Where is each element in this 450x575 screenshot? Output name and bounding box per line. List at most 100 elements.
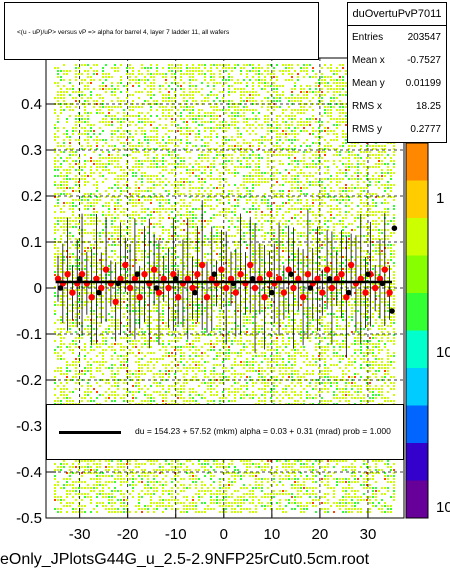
histogram-cell <box>117 358 119 360</box>
histogram-cell <box>189 151 191 153</box>
histogram-cell <box>183 325 185 327</box>
histogram-cell <box>120 76 122 78</box>
histogram-cell <box>75 124 77 126</box>
histogram-cell <box>138 349 140 351</box>
histogram-cell <box>117 67 119 69</box>
histogram-cell <box>168 199 170 201</box>
histogram-cell <box>63 211 65 213</box>
histogram-cell <box>153 358 155 360</box>
histogram-cell <box>96 211 98 213</box>
histogram-cell <box>180 223 182 225</box>
histogram-cell <box>78 481 80 483</box>
histogram-cell <box>150 97 152 99</box>
histogram-cell <box>90 337 92 339</box>
histogram-cell <box>123 511 125 513</box>
histogram-cell <box>204 127 206 129</box>
histogram-cell <box>99 199 101 201</box>
histogram-cell <box>132 472 134 474</box>
histogram-cell <box>183 358 185 360</box>
histogram-cell <box>147 139 149 141</box>
histogram-cell <box>213 502 215 504</box>
histogram-cell <box>174 313 176 315</box>
histogram-cell <box>87 484 89 486</box>
histogram-cell <box>219 328 221 330</box>
histogram-cell <box>162 127 164 129</box>
histogram-cell <box>153 166 155 168</box>
histogram-cell <box>135 82 137 84</box>
histogram-cell <box>219 115 221 117</box>
histogram-cell <box>210 136 212 138</box>
histogram-cell <box>96 199 98 201</box>
histogram-cell <box>105 118 107 120</box>
histogram-cell <box>156 127 158 129</box>
histogram-cell <box>168 238 170 240</box>
histogram-cell <box>213 85 215 87</box>
histogram-cell <box>120 226 122 228</box>
histogram-cell <box>129 187 131 189</box>
histogram-cell <box>78 217 80 219</box>
histogram-cell <box>57 184 59 186</box>
histogram-cell <box>87 400 89 402</box>
histogram-cell <box>54 322 56 324</box>
histogram-cell <box>138 166 140 168</box>
histogram-cell <box>87 370 89 372</box>
histogram-cell <box>162 85 164 87</box>
histogram-cell <box>153 160 155 162</box>
histogram-cell <box>225 355 227 357</box>
histogram-cell <box>123 229 125 231</box>
histogram-cell <box>60 304 62 306</box>
histogram-cell <box>159 91 161 93</box>
histogram-cell <box>102 484 104 486</box>
histogram-cell <box>135 259 137 261</box>
histogram-cell <box>117 235 119 237</box>
histogram-cell <box>147 94 149 96</box>
histogram-cell <box>177 388 179 390</box>
histogram-cell <box>141 127 143 129</box>
histogram-cell <box>75 382 77 384</box>
histogram-cell <box>117 238 119 240</box>
histogram-cell <box>69 493 71 495</box>
histogram-cell <box>228 94 230 96</box>
histogram-cell <box>210 259 212 261</box>
histogram-cell <box>231 172 233 174</box>
histogram-cell <box>207 145 209 147</box>
histogram-cell <box>219 382 221 384</box>
histogram-cell <box>195 352 197 354</box>
histogram-cell <box>132 79 134 81</box>
histogram-cell <box>54 139 56 141</box>
histogram-cell <box>135 235 137 237</box>
histogram-cell <box>90 391 92 393</box>
histogram-cell <box>138 376 140 378</box>
histogram-cell <box>84 118 86 120</box>
histogram-cell <box>213 376 215 378</box>
histogram-cell <box>81 508 83 510</box>
histogram-cell <box>189 319 191 321</box>
histogram-cell <box>165 256 167 258</box>
histogram-cell <box>90 247 92 249</box>
histogram-cell <box>153 82 155 84</box>
histogram-cell <box>84 121 86 123</box>
histogram-cell <box>54 340 56 342</box>
histogram-cell <box>99 247 101 249</box>
histogram-cell <box>210 106 212 108</box>
histogram-cell <box>180 274 182 276</box>
histogram-cell <box>219 319 221 321</box>
histogram-cell <box>126 187 128 189</box>
histogram-cell <box>66 217 68 219</box>
histogram-cell <box>129 109 131 111</box>
histogram-cell <box>201 88 203 90</box>
histogram-cell <box>159 259 161 261</box>
histogram-cell <box>111 298 113 300</box>
histogram-cell <box>162 160 164 162</box>
histogram-cell <box>60 343 62 345</box>
histogram-cell <box>93 199 95 201</box>
histogram-cell <box>129 73 131 75</box>
histogram-cell <box>123 358 125 360</box>
histogram-cell <box>207 343 209 345</box>
histogram-cell <box>120 211 122 213</box>
histogram-cell <box>222 64 224 66</box>
histogram-cell <box>189 169 191 171</box>
histogram-cell <box>195 319 197 321</box>
histogram-cell <box>123 100 125 102</box>
histogram-cell <box>153 487 155 489</box>
